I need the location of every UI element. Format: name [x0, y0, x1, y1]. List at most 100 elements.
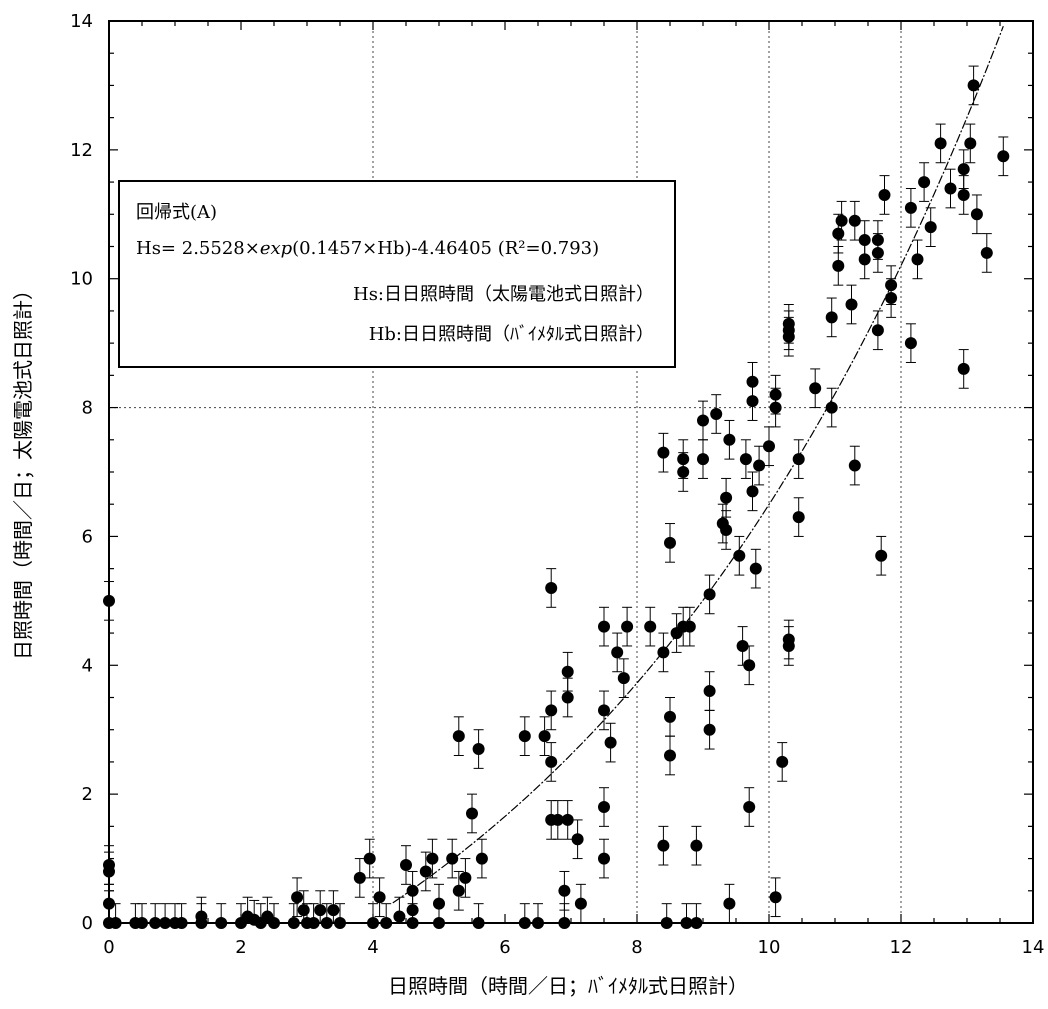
- point-marker: [558, 884, 571, 897]
- data-point: [103, 581, 115, 621]
- y-tick-label: 6: [82, 526, 93, 547]
- point-marker: [561, 691, 574, 704]
- data-point: [792, 439, 805, 479]
- point-marker: [452, 884, 465, 897]
- point-marker: [561, 665, 574, 678]
- data-point: [538, 716, 551, 756]
- data-point: [472, 729, 485, 769]
- axis-ticks: [108, 20, 1034, 924]
- data-point: [769, 387, 782, 428]
- point-marker: [720, 523, 733, 536]
- point-marker: [545, 704, 558, 717]
- data-point: [353, 858, 366, 898]
- data-point: [109, 903, 122, 929]
- data-point: [367, 903, 379, 929]
- point-marker: [871, 246, 884, 259]
- data-point: [825, 297, 838, 338]
- point-marker: [964, 137, 977, 150]
- point-marker: [957, 163, 970, 176]
- data-point: [769, 877, 782, 918]
- point-marker: [657, 446, 670, 459]
- data-point: [518, 903, 531, 929]
- point-marker: [769, 401, 782, 414]
- data-point: [291, 877, 304, 918]
- x-tick-label: 10: [758, 937, 781, 958]
- point-marker: [885, 292, 898, 305]
- point-marker: [621, 620, 634, 633]
- point-marker: [911, 253, 924, 266]
- data-point: [690, 825, 703, 866]
- data-point: [664, 523, 676, 563]
- data-point: [215, 903, 228, 929]
- point-marker: [475, 852, 488, 865]
- point-marker: [598, 852, 610, 865]
- point-marker: [149, 917, 162, 929]
- point-marker: [776, 755, 789, 768]
- point-marker: [825, 311, 838, 324]
- x-axis-title: 日照時間（時間／日；ﾊﾞｲﾒﾀﾙ式日照計）: [388, 974, 748, 998]
- point-marker: [159, 917, 172, 929]
- point-marker: [763, 440, 775, 453]
- data-point: [136, 903, 148, 929]
- point-marker: [109, 917, 122, 929]
- y-axis-title: 日照時間（時間／日；太陽電池式日照計）: [11, 280, 35, 660]
- point-marker: [825, 401, 838, 414]
- data-point: [970, 194, 983, 235]
- point-marker: [904, 337, 917, 350]
- data-point: [532, 903, 544, 929]
- y-tick-label: 12: [70, 140, 93, 161]
- x-tick-label: 14: [1022, 937, 1045, 958]
- data-point: [545, 690, 558, 731]
- data-point: [320, 903, 333, 929]
- data-point: [690, 903, 703, 929]
- data-point: [871, 233, 884, 273]
- point-marker: [703, 685, 716, 698]
- data-point: [723, 883, 736, 923]
- point-marker: [703, 723, 716, 736]
- point-marker: [743, 801, 756, 814]
- point-marker: [617, 672, 630, 685]
- data-point: [373, 877, 386, 918]
- data-point: [746, 381, 759, 421]
- data-point: [980, 233, 993, 273]
- data-point: [314, 890, 327, 923]
- point-marker: [571, 833, 584, 846]
- point-marker: [518, 730, 531, 743]
- point-marker: [697, 453, 709, 466]
- point-marker: [644, 620, 657, 633]
- data-point: [697, 439, 709, 479]
- data-point: [621, 606, 634, 647]
- data-point: [518, 716, 531, 756]
- point-marker: [446, 852, 459, 865]
- data-point: [657, 632, 670, 673]
- data-point: [400, 845, 412, 885]
- data-point: [924, 207, 937, 247]
- point-marker: [598, 620, 610, 633]
- point-marker: [327, 904, 340, 917]
- data-point: [782, 316, 795, 357]
- point-marker: [598, 704, 610, 717]
- point-marker: [538, 730, 551, 743]
- point-marker: [835, 214, 848, 227]
- point-marker: [472, 917, 485, 929]
- point-marker: [690, 839, 703, 852]
- point-marker: [904, 201, 917, 214]
- data-point: [848, 200, 861, 241]
- data-point: [433, 903, 445, 929]
- point-marker: [664, 710, 676, 723]
- data-point: [848, 445, 861, 486]
- point-marker: [363, 852, 376, 865]
- point-marker: [736, 639, 749, 652]
- data-point: [175, 903, 188, 929]
- data-point: [782, 626, 795, 666]
- x-tick-labels: 0 2 4 6 8 10 12 14: [103, 937, 1044, 958]
- point-marker: [690, 917, 703, 929]
- point-marker: [175, 917, 188, 929]
- data-point: [825, 387, 838, 428]
- point-marker: [268, 917, 280, 929]
- point-marker: [697, 414, 709, 427]
- data-point: [776, 742, 789, 782]
- point-marker: [657, 646, 670, 659]
- point-marker: [680, 917, 693, 929]
- grid-lines: [109, 21, 1033, 923]
